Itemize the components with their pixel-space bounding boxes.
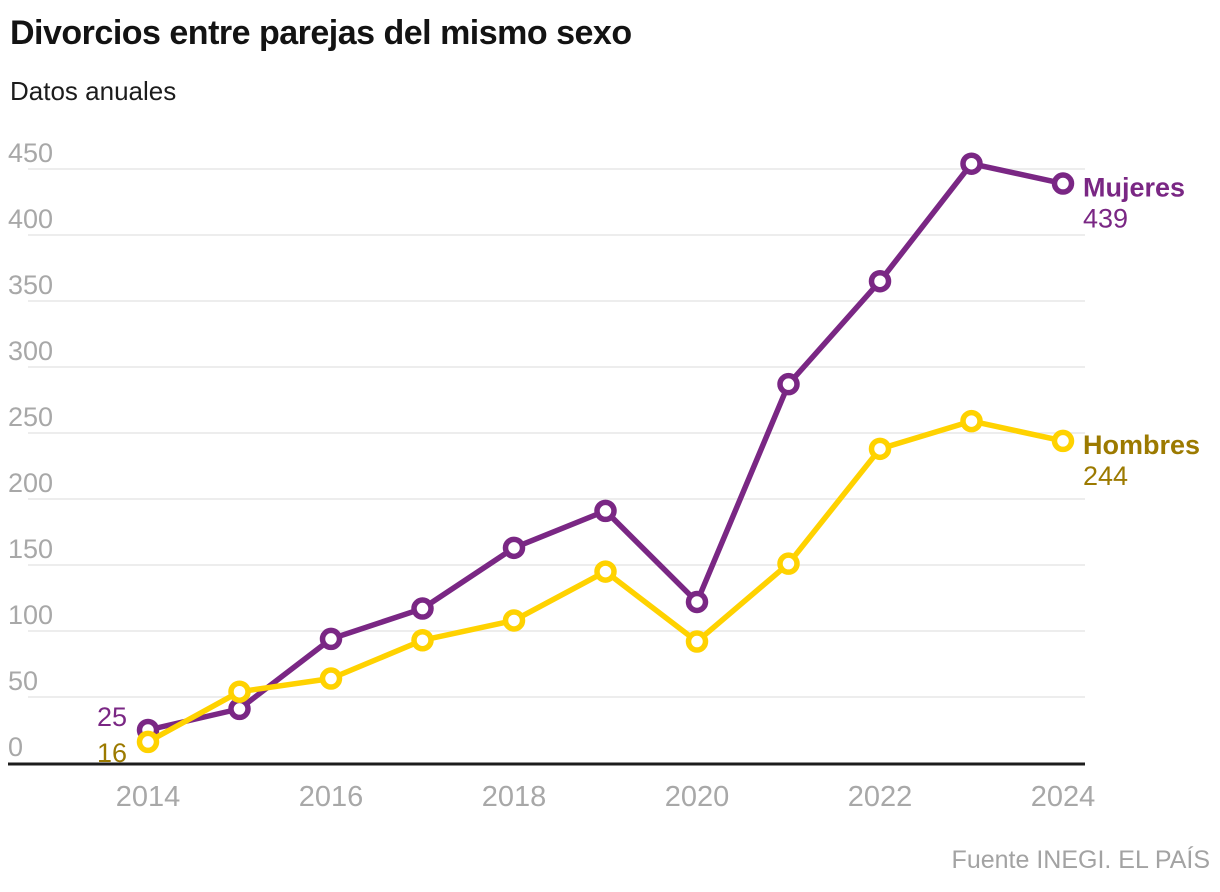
y-tick-label: 0 [8, 732, 23, 762]
data-point-mujeres [411, 597, 434, 620]
data-point-mujeres [319, 627, 343, 651]
y-tick-label: 350 [8, 270, 53, 300]
x-tick-label: 2018 [482, 781, 547, 813]
series-name-label-mujeres: Mujeres [1083, 173, 1185, 203]
x-tick-label: 2014 [116, 781, 181, 813]
y-tick-label: 50 [8, 666, 38, 696]
data-point-hombres [411, 628, 434, 652]
source-note: Fuente INEGI. EL PAÍS [951, 846, 1210, 874]
data-point-hombres [319, 667, 343, 690]
y-tick-label: 150 [8, 534, 53, 564]
first-value-label-hombres: 16 [97, 738, 127, 768]
x-tick-label: 2020 [665, 781, 730, 813]
data-point-mujeres [777, 372, 800, 396]
data-point-mujeres [868, 269, 892, 293]
y-tick-label: 300 [8, 336, 53, 366]
series-end-value-mujeres: 439 [1083, 204, 1128, 234]
y-tick-label: 250 [8, 402, 53, 432]
x-tick-label: 2016 [299, 781, 364, 813]
data-point-hombres [960, 409, 983, 433]
first-value-label-mujeres: 25 [97, 702, 127, 732]
y-tick-label: 100 [8, 600, 53, 630]
series-name-label-hombres: Hombres [1083, 430, 1200, 460]
data-point-mujeres [502, 536, 526, 560]
data-point-hombres [594, 560, 617, 583]
data-point-hombres [228, 680, 251, 703]
data-point-mujeres [1051, 172, 1075, 195]
series-line-mujeres [145, 160, 1066, 733]
x-tick-label: 2022 [848, 781, 913, 813]
data-point-mujeres [685, 590, 709, 614]
data-point-mujeres [960, 152, 983, 175]
data-point-hombres [502, 609, 526, 632]
data-point-hombres [1051, 429, 1075, 453]
series-end-value-hombres: 244 [1083, 461, 1128, 491]
chart-title: Divorcios entre parejas del mismo sexo [10, 14, 632, 52]
data-point-hombres [868, 437, 892, 461]
y-tick-label: 450 [8, 138, 53, 168]
data-point-mujeres [594, 499, 617, 523]
y-tick-label: 200 [8, 468, 53, 498]
data-point-hombres [777, 552, 800, 575]
x-tick-label: 2024 [1031, 781, 1096, 813]
chart-subtitle: Datos anuales [10, 76, 177, 106]
data-point-hombres [685, 630, 709, 653]
data-point-hombres [136, 730, 160, 754]
y-tick-label: 400 [8, 204, 53, 234]
